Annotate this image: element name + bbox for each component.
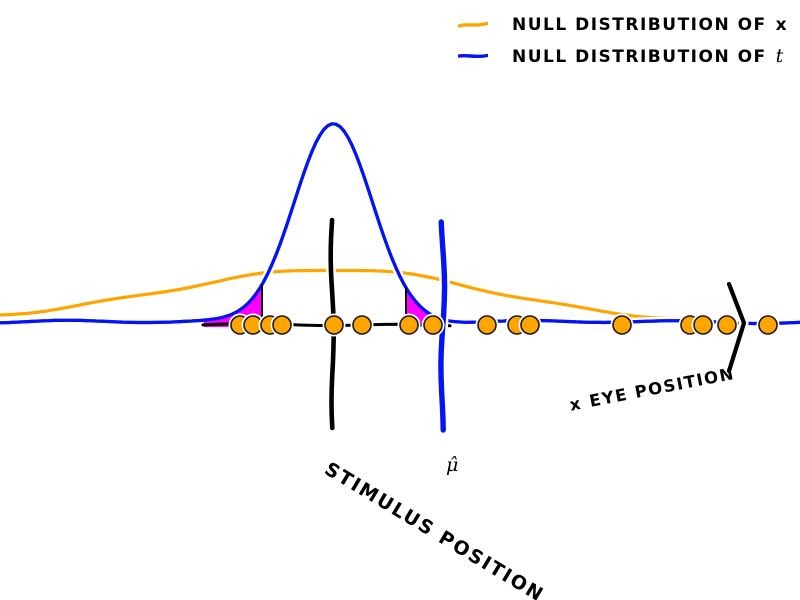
null-distribution-of-x-curve bbox=[0, 268, 682, 320]
legend-item-t: NULL DISTRIBUTION OF t bbox=[458, 41, 788, 70]
legend-label-text: NULL DISTRIBUTION OF bbox=[512, 46, 767, 67]
null-distribution-of-t-curve bbox=[0, 122, 800, 326]
eye-position-dot bbox=[423, 315, 443, 335]
null-distribution-of-t-curve-top bbox=[0, 122, 800, 326]
legend-line-x-icon bbox=[458, 21, 488, 28]
eye-position-dot bbox=[272, 315, 292, 335]
axis-end-mark bbox=[726, 281, 747, 374]
legend-symbol-t: t bbox=[775, 44, 784, 67]
eye-position-dot bbox=[477, 315, 497, 335]
null-distribution-of-t-curve-halo bbox=[0, 119, 800, 328]
legend-symbol-x: x bbox=[775, 14, 789, 35]
eye-position-dot bbox=[399, 315, 419, 335]
eye-position-symbol: x bbox=[568, 393, 584, 415]
legend-item-x: NULL DISTRIBUTION OF x bbox=[458, 10, 788, 39]
eye-position-dot bbox=[612, 315, 632, 335]
legend-label: NULL DISTRIBUTION OF t bbox=[512, 45, 783, 67]
legend-label: NULL DISTRIBUTION OF x bbox=[512, 15, 788, 35]
eye-position-dot bbox=[352, 315, 372, 335]
legend-line-t-icon bbox=[458, 53, 488, 58]
eye-position-dot bbox=[324, 315, 344, 335]
mu-hat-label: μ̂ bbox=[446, 454, 459, 476]
eye-position-dot bbox=[520, 315, 540, 335]
eye-position-dot bbox=[717, 315, 737, 335]
legend-label-text: NULL DISTRIBUTION OF bbox=[512, 14, 767, 35]
eye-position-dot bbox=[758, 315, 778, 335]
eye-position-dot bbox=[693, 315, 713, 335]
legend: NULL DISTRIBUTION OF x NULL DISTRIBUTION … bbox=[458, 10, 788, 70]
